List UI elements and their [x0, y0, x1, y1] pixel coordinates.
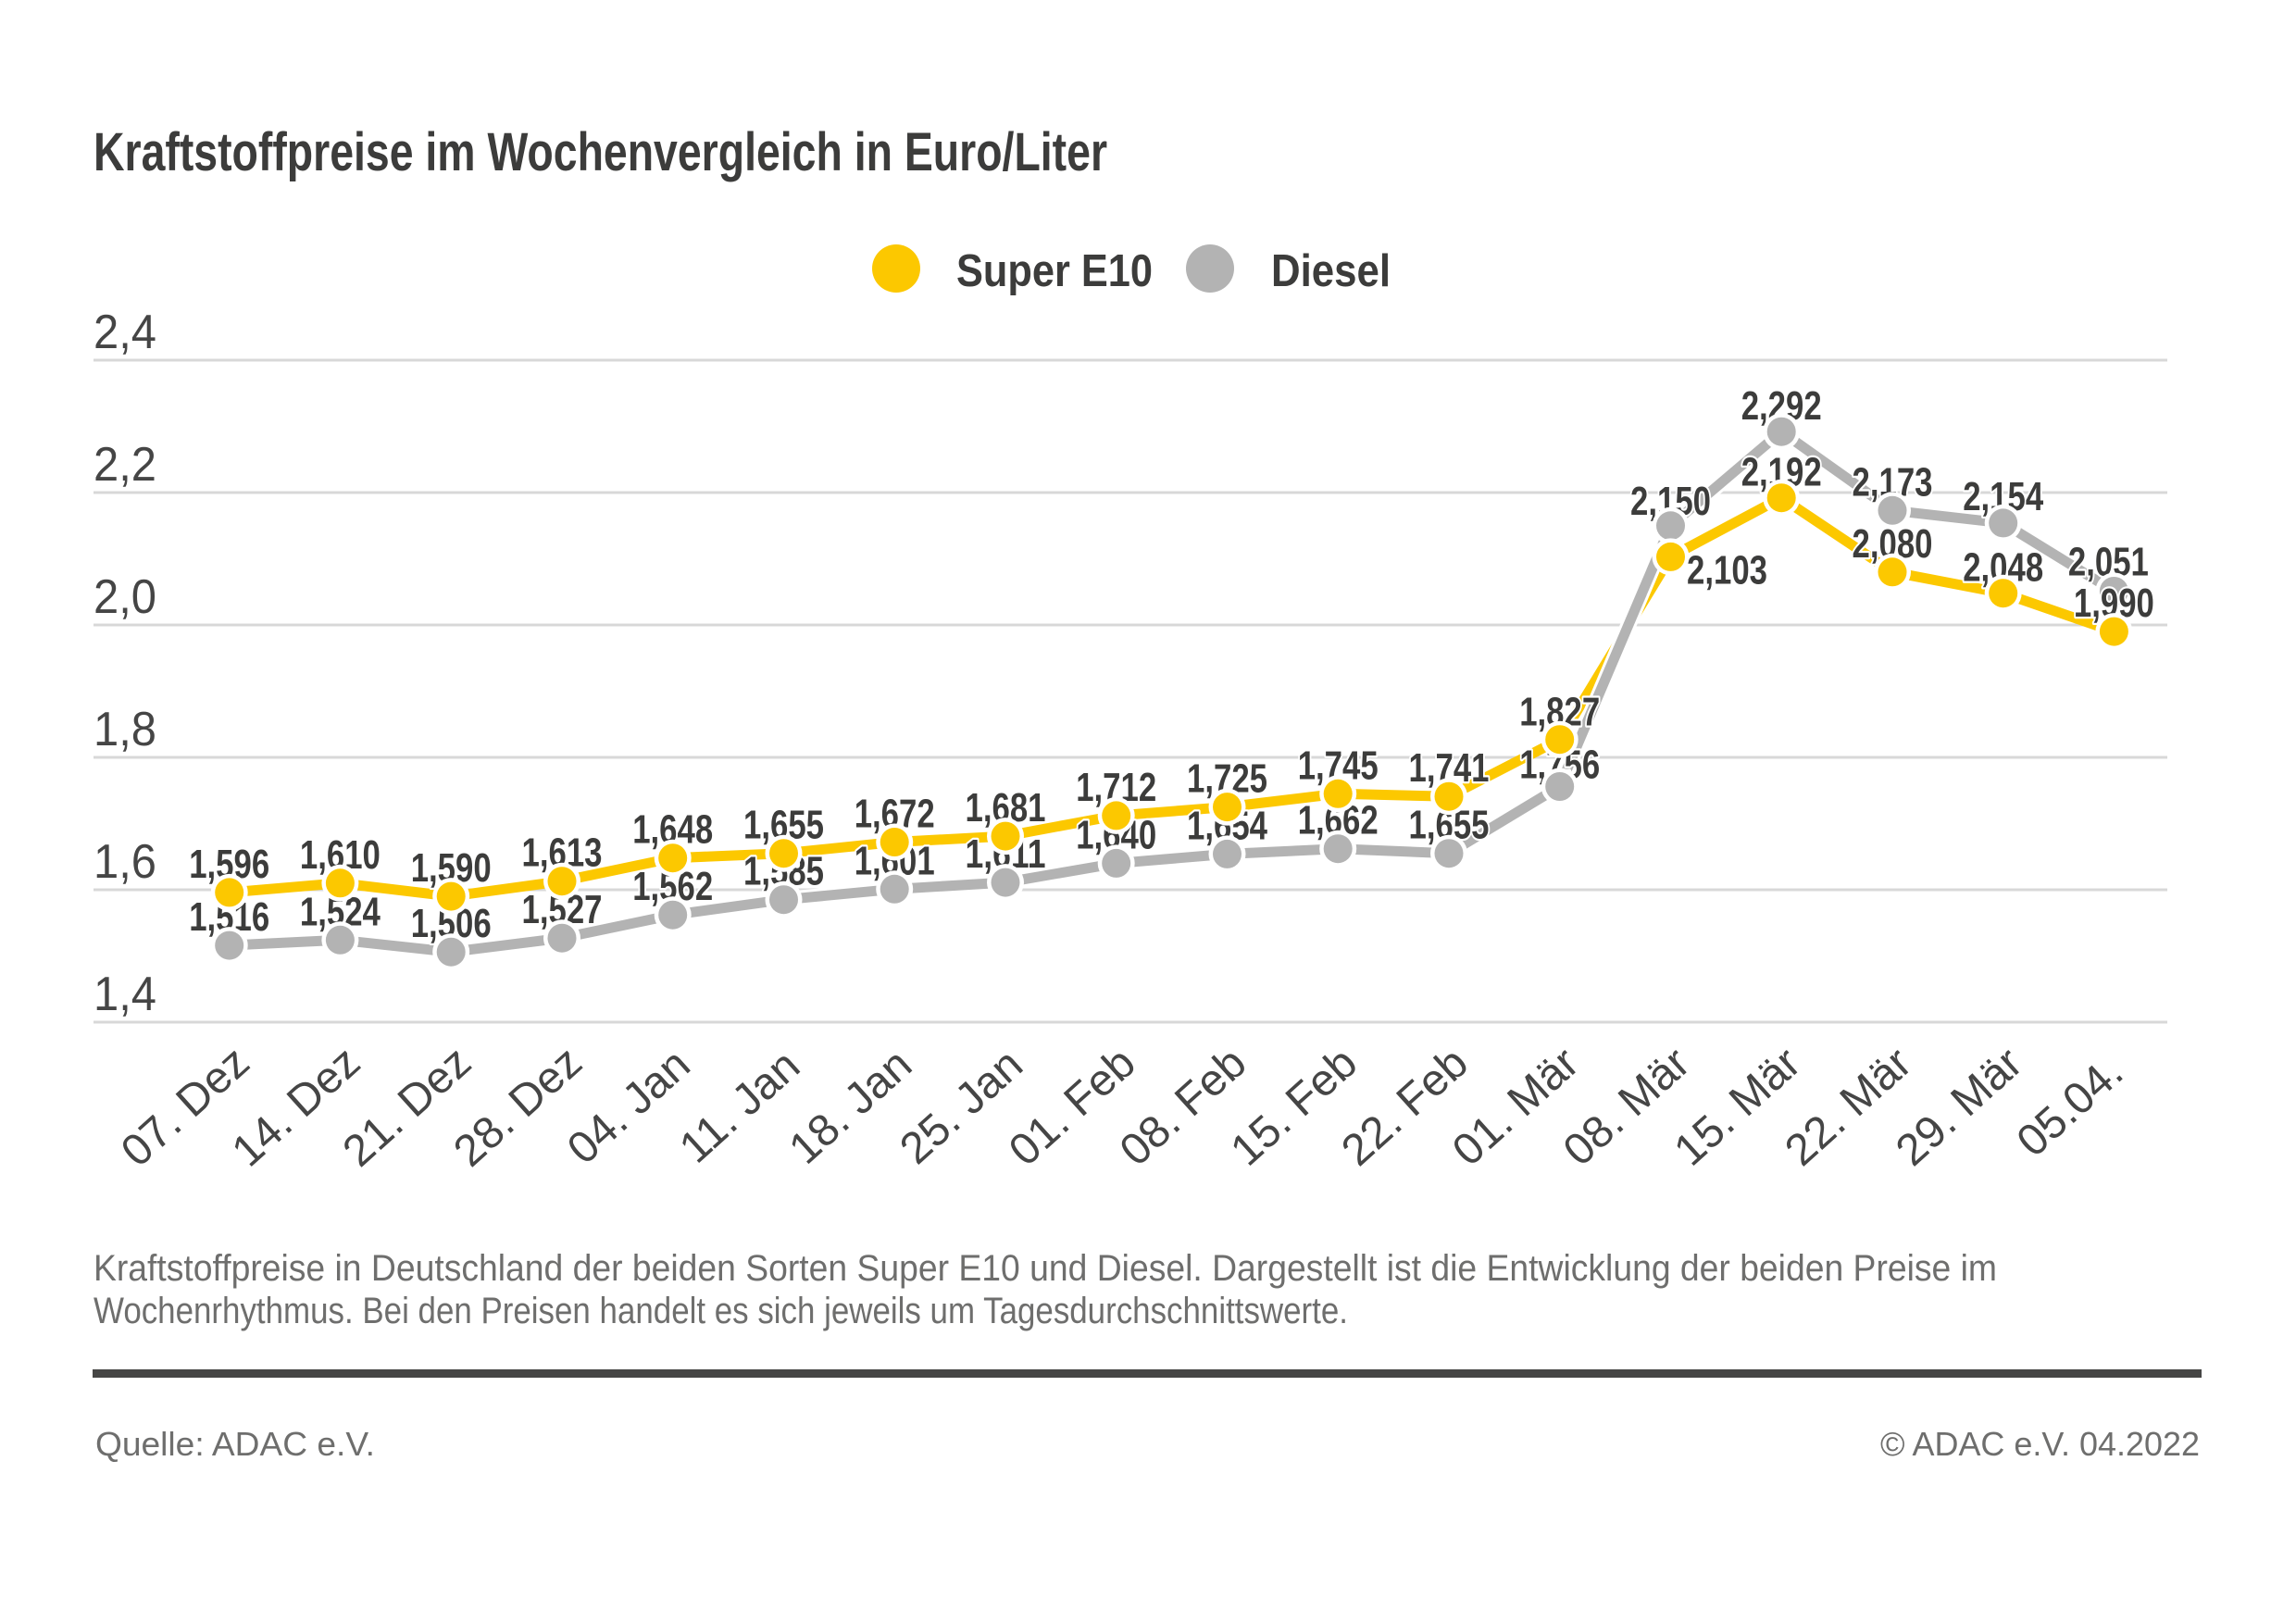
- svg-text:Quelle: ADAC e.V.: Quelle: ADAC e.V.: [95, 1425, 375, 1463]
- svg-text:1,990: 1,990: [2074, 581, 2154, 626]
- svg-text:2,4: 2,4: [94, 306, 156, 359]
- svg-text:Super E10: Super E10: [956, 246, 1153, 296]
- svg-text:1,4: 1,4: [94, 968, 156, 1021]
- svg-text:Kraftstoffpreise in Deutschlan: Kraftstoffpreise in Deutschland der beid…: [94, 1248, 1997, 1289]
- svg-text:2,173: 2,173: [1853, 459, 1933, 505]
- svg-text:© ADAC e.V. 04.2022: © ADAC e.V. 04.2022: [1880, 1425, 2200, 1463]
- svg-text:Diesel: Diesel: [1271, 246, 1391, 296]
- svg-text:Wochenrhythmus. Bei den Preise: Wochenrhythmus. Bei den Preisen handelt …: [94, 1291, 1348, 1331]
- svg-text:1,8: 1,8: [94, 703, 156, 756]
- svg-text:1,827: 1,827: [1519, 690, 1600, 735]
- svg-text:2,0: 2,0: [94, 570, 156, 624]
- svg-text:1,6: 1,6: [94, 835, 156, 889]
- svg-text:1,648: 1,648: [632, 807, 713, 853]
- svg-text:2,103: 2,103: [1687, 547, 1767, 593]
- svg-text:2,2: 2,2: [94, 438, 156, 492]
- svg-text:Kraftstoffpreise im Wochenverg: Kraftstoffpreise im Wochenvergleich in E…: [94, 122, 1107, 182]
- svg-text:2,051: 2,051: [2068, 540, 2149, 585]
